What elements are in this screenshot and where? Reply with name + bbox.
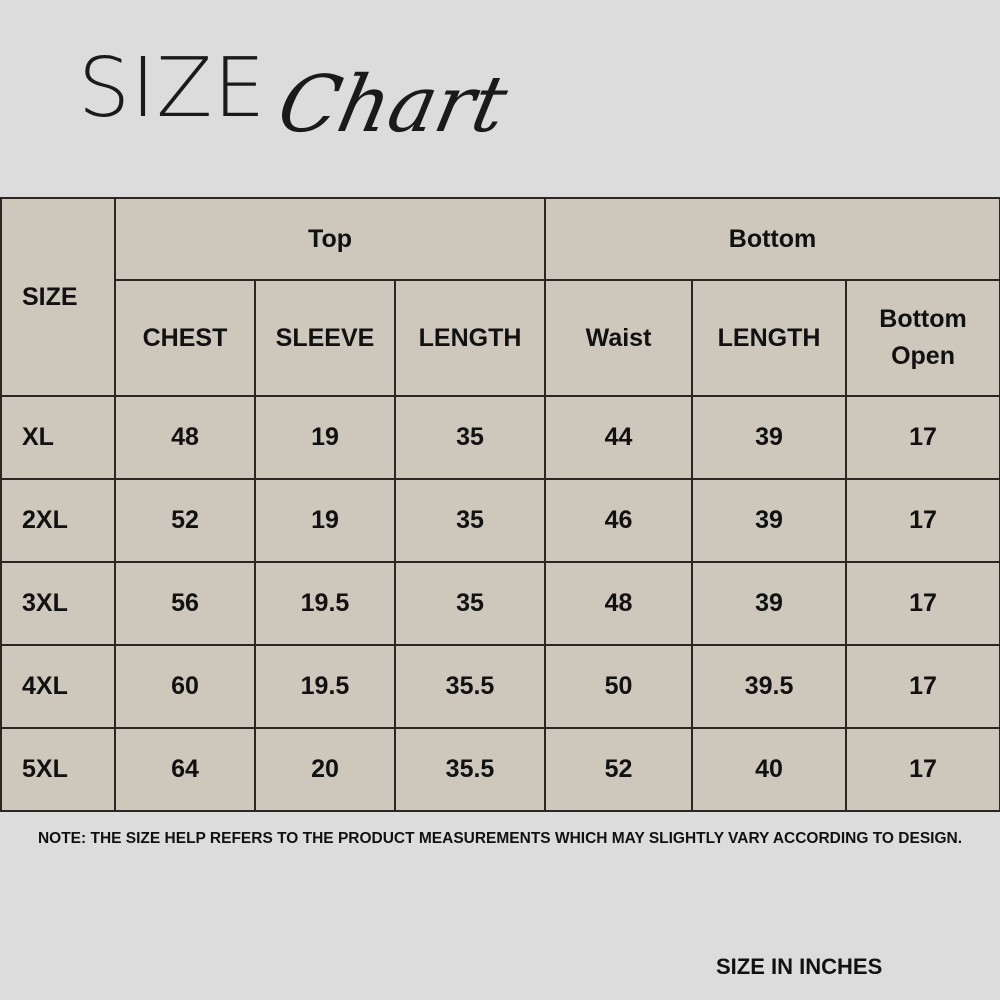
table-row: 4XL 60 19.5 35.5 50 39.5 17 bbox=[0, 644, 1000, 729]
value-cell: 50 bbox=[544, 644, 694, 729]
size-cell: 4XL bbox=[0, 644, 116, 729]
value-cell: 35 bbox=[393, 478, 547, 563]
value-cell: 39 bbox=[691, 561, 848, 646]
column-header: SLEEVE bbox=[254, 279, 396, 397]
column-header: CHEST bbox=[114, 279, 256, 397]
column-header-row: CHEST SLEEVE LENGTH Waist LENGTH Bottom … bbox=[1, 279, 1000, 397]
size-table: SIZE Top Bottom CHEST SLEEVE LENGTH Wais… bbox=[0, 197, 1000, 812]
value-cell: 46 bbox=[544, 478, 694, 563]
value-cell: 39 bbox=[691, 395, 848, 480]
unit-label: SIZE IN INCHES bbox=[716, 954, 883, 979]
value-cell: 17 bbox=[845, 644, 1000, 729]
value-cell: 48 bbox=[114, 395, 256, 480]
size-header: SIZE bbox=[0, 197, 116, 397]
value-cell: 35.5 bbox=[393, 644, 547, 729]
value-cell: 56 bbox=[114, 561, 256, 646]
group-bottom: Bottom bbox=[544, 197, 1000, 281]
value-cell: 35.5 bbox=[393, 727, 547, 812]
note-text: NOTE: THE SIZE HELP REFERS TO THE PRODUC… bbox=[37, 830, 963, 847]
value-cell: 17 bbox=[845, 478, 1000, 563]
value-cell: 35 bbox=[393, 395, 547, 480]
value-cell: 48 bbox=[544, 561, 694, 646]
value-cell: 35 bbox=[393, 561, 547, 646]
table-row: 2XL 52 19 35 46 39 17 bbox=[0, 478, 1000, 563]
size-cell: 2XL bbox=[0, 478, 116, 563]
value-cell: 19.5 bbox=[254, 561, 396, 646]
size-cell: 3XL bbox=[0, 561, 116, 646]
group-header-row: SIZE Top Bottom bbox=[0, 197, 1000, 397]
value-cell: 39.5 bbox=[691, 644, 848, 729]
value-cell: 39 bbox=[691, 478, 848, 563]
value-cell: 60 bbox=[114, 644, 256, 729]
value-cell: 40 bbox=[691, 727, 848, 812]
value-cell: 52 bbox=[114, 478, 256, 563]
value-cell: 19 bbox=[254, 395, 396, 480]
page-title: SIZE Chart bbox=[78, 41, 515, 151]
value-cell: 17 bbox=[845, 561, 1000, 646]
size-cell: XL bbox=[0, 395, 116, 480]
title-script: Chart bbox=[270, 60, 515, 150]
value-cell: 17 bbox=[845, 727, 1000, 812]
value-cell: 19 bbox=[254, 478, 396, 563]
group-top: Top bbox=[113, 197, 547, 281]
value-cell: 52 bbox=[544, 727, 694, 812]
value-cell: 64 bbox=[114, 727, 256, 812]
value-cell: 19.5 bbox=[254, 644, 396, 729]
column-header: Bottom Open bbox=[845, 279, 1000, 397]
value-cell: 20 bbox=[254, 727, 396, 812]
column-header: LENGTH bbox=[393, 279, 547, 397]
column-header: Waist bbox=[544, 279, 694, 397]
value-cell: 17 bbox=[845, 395, 1000, 480]
title-main: SIZE bbox=[78, 41, 267, 136]
table-row: 5XL 64 20 35.5 52 40 17 bbox=[0, 727, 1000, 812]
value-cell: 44 bbox=[544, 395, 694, 480]
table-row: 3XL 56 19.5 35 48 39 17 bbox=[0, 561, 1000, 646]
table-row: XL 48 19 35 44 39 17 bbox=[0, 395, 1000, 480]
column-header: LENGTH bbox=[691, 279, 848, 397]
size-cell: 5XL bbox=[0, 727, 116, 812]
